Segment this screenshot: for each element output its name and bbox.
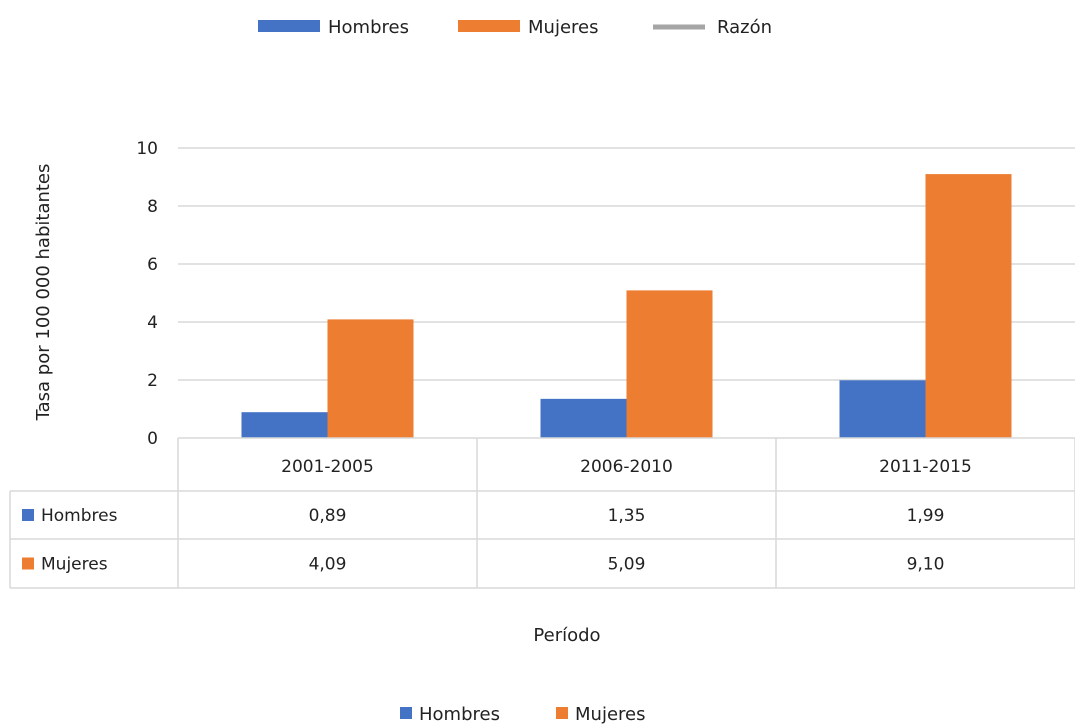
table-cell-value: 1,99 (907, 506, 945, 526)
y-tick-label: 8 (147, 197, 158, 217)
bar-mujeres (925, 174, 1012, 438)
y-tick-label: 6 (147, 255, 158, 275)
x-category-label: 2001-2005 (281, 457, 374, 477)
legend-bottom-swatch-hombres (400, 707, 412, 719)
data-table: 2001-2005 2006-2010 2011-2015 Hombres 0,89 1,… (9, 437, 1075, 589)
y-axis-title: Tasa por 100 000 habitantes (33, 164, 54, 422)
legend-bottom-label-mujeres: Mujeres (575, 704, 645, 724)
bar-mujeres (327, 319, 414, 438)
y-tick-label: 0 (147, 429, 158, 449)
table-cell-value: 5,09 (608, 555, 646, 575)
legend-bottom-swatch-mujeres (556, 707, 568, 719)
legend-bottom: Hombres Mujeres (400, 704, 645, 724)
y-tick-label: 4 (147, 313, 158, 333)
bar-hombres (241, 412, 328, 438)
table-legend-key (22, 509, 34, 521)
table-cell-value: 0,89 (309, 506, 347, 526)
legend-top: Hombres Mujeres Razón (258, 17, 772, 38)
table-row-label: Hombres (41, 506, 118, 526)
bars (241, 174, 1012, 438)
table-legend-key (22, 557, 34, 570)
legend-top-swatch-mujeres (458, 20, 520, 32)
table-cell-value: 4,09 (309, 555, 347, 575)
y-axis-ticks: 0 2 4 6 8 10 (136, 139, 158, 449)
y-tick-label: 2 (147, 371, 158, 391)
legend-top-label-razon: Razón (717, 17, 772, 38)
x-category-label: 2006-2010 (580, 457, 673, 477)
x-category-label: 2011-2015 (879, 457, 972, 477)
table-cell-value: 1,35 (608, 506, 646, 526)
bar-mujeres (626, 290, 713, 438)
legend-top-label-mujeres: Mujeres (528, 17, 598, 38)
legend-top-label-hombres: Hombres (328, 17, 409, 38)
table-cell-value: 9,10 (907, 555, 945, 575)
x-axis-title: Período (533, 625, 600, 646)
y-tick-label: 10 (136, 139, 158, 159)
bar-hombres (540, 398, 627, 438)
table-row-label: Mujeres (41, 555, 108, 575)
legend-top-swatch-hombres (258, 20, 320, 32)
legend-bottom-label-hombres: Hombres (419, 704, 500, 724)
bar-hombres (839, 380, 926, 438)
